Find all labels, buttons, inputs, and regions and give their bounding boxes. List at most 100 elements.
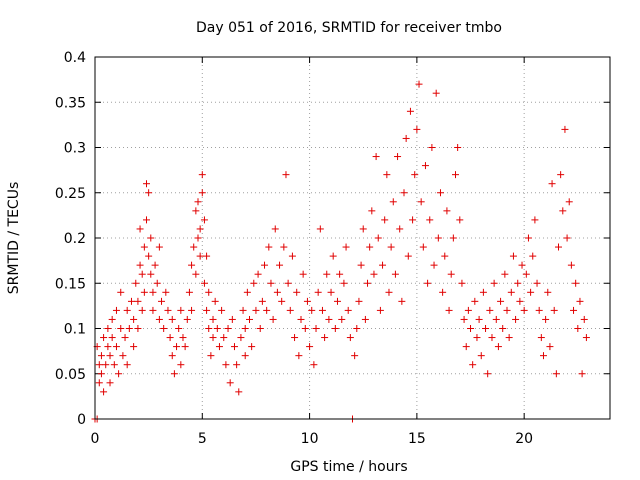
- data-point: [233, 361, 241, 369]
- data-point: [396, 225, 404, 233]
- data-point: [95, 361, 103, 369]
- data-point: [160, 325, 168, 332]
- data-point: [237, 334, 245, 342]
- data-point: [479, 288, 487, 296]
- data-point: [492, 315, 500, 323]
- data-point: [353, 325, 361, 332]
- data-point: [155, 243, 163, 251]
- data-point: [291, 334, 299, 342]
- data-point: [426, 216, 434, 224]
- data-point: [539, 352, 547, 360]
- data-point: [147, 270, 155, 278]
- data-point: [355, 297, 363, 305]
- data-point: [454, 144, 462, 151]
- data-point: [520, 306, 528, 314]
- data-point: [550, 306, 558, 314]
- data-point: [112, 306, 120, 314]
- data-point: [514, 279, 522, 287]
- data-point: [544, 288, 552, 296]
- data-point: [452, 171, 459, 179]
- data-point: [329, 252, 337, 260]
- data-point: [164, 306, 172, 314]
- data-point: [567, 261, 575, 269]
- y-tick-label: 0.25: [55, 186, 86, 202]
- data-point: [205, 325, 213, 332]
- data-point: [104, 343, 112, 351]
- data-point: [439, 288, 447, 296]
- data-point: [147, 234, 155, 242]
- y-tick-label: 0: [77, 412, 86, 428]
- data-point: [336, 270, 344, 278]
- data-point: [522, 270, 530, 278]
- data-point: [372, 153, 380, 161]
- data-point: [112, 343, 120, 351]
- data-point: [413, 125, 421, 133]
- data-point: [205, 288, 213, 296]
- data-point: [323, 270, 331, 278]
- data-point: [374, 234, 382, 242]
- data-point: [441, 252, 449, 260]
- data-point: [346, 334, 354, 342]
- data-point: [535, 306, 543, 314]
- data-point: [299, 270, 307, 278]
- plot-frame: [94, 56, 611, 420]
- data-point: [409, 216, 417, 224]
- data-point: [327, 288, 335, 296]
- data-point: [389, 198, 397, 206]
- data-point: [100, 334, 108, 342]
- data-point: [411, 171, 419, 179]
- data-point: [507, 288, 515, 296]
- data-point: [198, 189, 206, 197]
- data-point: [269, 315, 277, 323]
- data-point: [177, 306, 185, 314]
- data-point: [140, 243, 148, 251]
- data-point: [185, 288, 193, 296]
- data-point: [136, 261, 144, 269]
- data-point: [580, 315, 588, 323]
- data-point: [469, 361, 477, 369]
- data-point: [351, 352, 359, 360]
- data-point: [132, 279, 140, 287]
- data-points: [91, 80, 590, 423]
- data-point: [203, 306, 211, 314]
- data-point: [460, 315, 468, 323]
- data-point: [241, 352, 249, 360]
- data-point: [430, 261, 438, 269]
- data-point: [168, 352, 176, 360]
- data-point: [565, 198, 573, 206]
- data-point: [215, 343, 223, 351]
- data-point: [316, 225, 324, 233]
- data-point: [340, 279, 348, 287]
- data-point: [499, 325, 507, 332]
- data-point: [501, 270, 509, 278]
- data-point: [494, 343, 502, 351]
- data-point: [276, 261, 284, 269]
- data-point: [209, 315, 217, 323]
- x-tick-label: 20: [515, 431, 533, 447]
- data-point: [134, 297, 142, 305]
- data-point: [295, 352, 303, 360]
- data-point: [106, 379, 114, 387]
- data-point: [115, 370, 123, 378]
- data-point: [140, 288, 148, 296]
- data-point: [158, 297, 166, 305]
- data-point: [248, 343, 256, 351]
- data-point: [537, 334, 545, 342]
- data-point: [402, 134, 410, 142]
- data-point: [443, 207, 451, 215]
- data-point: [417, 198, 425, 206]
- data-point: [280, 243, 288, 251]
- data-point: [366, 243, 374, 251]
- data-point: [582, 334, 590, 342]
- data-point: [325, 315, 333, 323]
- data-point: [314, 288, 322, 296]
- data-point: [200, 216, 208, 224]
- data-point: [117, 288, 125, 296]
- data-point: [213, 325, 221, 332]
- data-point: [381, 216, 389, 224]
- data-point: [149, 288, 157, 296]
- data-point: [516, 297, 524, 305]
- data-point: [273, 288, 281, 296]
- data-point: [509, 252, 517, 260]
- data-point: [271, 225, 279, 233]
